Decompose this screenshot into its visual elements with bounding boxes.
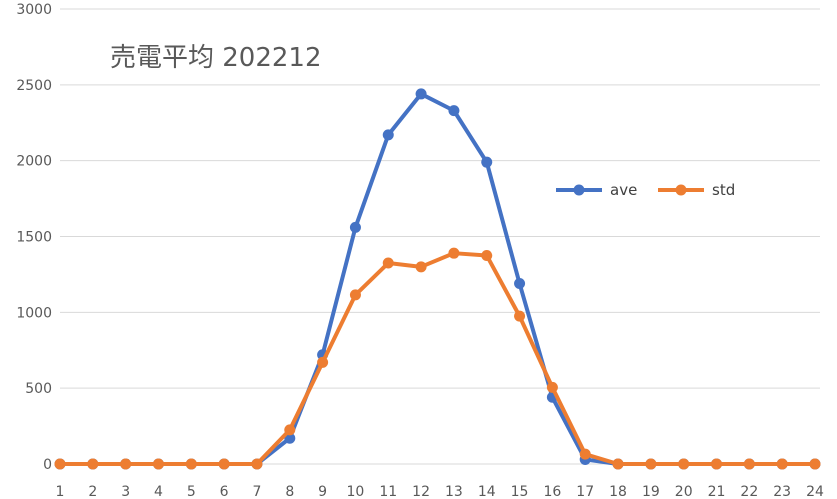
- y-tick-label: 1000: [16, 305, 52, 321]
- x-tick-label: 11: [379, 484, 397, 499]
- y-tick-label: 2000: [16, 154, 52, 170]
- legend-swatch-marker: [675, 184, 687, 196]
- legend-label: ave: [610, 181, 637, 199]
- data-point-std: [218, 458, 230, 470]
- series-ave: [54, 88, 821, 470]
- data-point-ave: [382, 129, 394, 141]
- data-point-std: [546, 381, 558, 393]
- x-tick-label: 3: [121, 484, 130, 499]
- legend-swatch-marker: [573, 184, 585, 196]
- data-point-ave: [481, 156, 493, 168]
- data-point-std: [809, 458, 821, 470]
- data-point-std: [152, 458, 164, 470]
- data-point-ave: [415, 88, 427, 100]
- data-point-std: [678, 458, 690, 470]
- data-point-std: [284, 424, 296, 436]
- x-tick-label: 13: [445, 484, 463, 499]
- legend-item-ave: ave: [556, 181, 637, 199]
- data-point-std: [612, 458, 624, 470]
- x-tick-label: 1: [56, 484, 65, 499]
- series-group: [54, 88, 821, 470]
- y-axis: 0 500 1000 1500 2000 2500 3000: [16, 2, 52, 473]
- y-tick-label: 3000: [16, 2, 52, 18]
- x-tick-label: 7: [252, 484, 261, 499]
- x-tick-label: 6: [220, 484, 229, 499]
- series-std: [54, 247, 821, 470]
- x-tick-label: 24: [806, 484, 824, 499]
- series-line-ave: [58, 91, 817, 466]
- data-point-std: [87, 458, 99, 470]
- x-tick-label: 23: [773, 484, 791, 499]
- data-point-std: [185, 458, 197, 470]
- data-point-std: [481, 249, 493, 261]
- x-tick-label: 9: [318, 484, 327, 499]
- x-tick-label: 20: [675, 484, 693, 499]
- y-tick-label: 2500: [16, 78, 52, 94]
- x-tick-label: 15: [511, 484, 529, 499]
- data-point-std: [317, 356, 329, 368]
- chart-title: 売電平均 202212: [110, 43, 322, 73]
- data-point-std: [448, 247, 460, 259]
- x-tick-label: 21: [708, 484, 726, 499]
- data-point-std: [579, 448, 591, 460]
- data-point-std: [514, 310, 526, 322]
- data-point-std: [776, 458, 788, 470]
- x-tick-label: 16: [543, 484, 561, 499]
- x-tick-label: 12: [412, 484, 430, 499]
- x-tick-label: 5: [187, 484, 196, 499]
- y-tick-label: 0: [43, 457, 52, 473]
- legend-label: std: [712, 181, 735, 199]
- y-tick-label: 1500: [16, 230, 52, 246]
- data-point-std: [349, 289, 361, 301]
- data-point-std: [415, 261, 427, 273]
- x-tick-label: 2: [88, 484, 97, 499]
- legend-item-std: std: [658, 181, 735, 199]
- data-point-ave: [349, 221, 361, 233]
- x-tick-label: 4: [154, 484, 163, 499]
- x-tick-label: 17: [576, 484, 594, 499]
- data-point-ave: [448, 105, 460, 117]
- y-tick-label: 500: [25, 381, 52, 397]
- series-line-std: [58, 251, 817, 466]
- data-point-std: [54, 458, 66, 470]
- x-tick-label: 22: [740, 484, 758, 499]
- x-tick-label: 10: [347, 484, 365, 499]
- data-point-std: [120, 458, 132, 470]
- x-axis: 1 2 3 4 5 6 7 8 9 10 11 12 13 14 15 16 17 18 19 20 21 22 23 24: [56, 484, 824, 499]
- x-tick-label: 8: [285, 484, 294, 499]
- grid: [60, 8, 820, 465]
- data-point-std: [382, 257, 394, 269]
- data-point-std: [251, 458, 263, 470]
- data-point-std: [711, 458, 723, 470]
- data-point-std: [645, 458, 657, 470]
- legend: ave std: [556, 181, 735, 199]
- data-point-ave: [514, 278, 526, 290]
- x-tick-label: 19: [642, 484, 660, 499]
- x-tick-label: 18: [609, 484, 627, 499]
- x-tick-label: 14: [478, 484, 496, 499]
- data-point-std: [743, 458, 755, 470]
